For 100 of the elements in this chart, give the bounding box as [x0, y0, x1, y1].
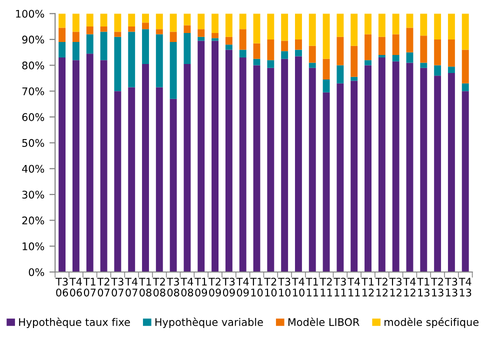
bar	[212, 14, 219, 33]
y-tick-label: 20%	[22, 216, 44, 224]
bar	[295, 39, 302, 50]
bar	[336, 36, 344, 66]
bar	[420, 36, 428, 63]
bar	[392, 14, 400, 34]
bar	[114, 36, 122, 92]
bar	[392, 34, 400, 55]
bar	[281, 51, 288, 59]
bar	[350, 46, 358, 77]
bar	[184, 25, 191, 33]
x-tick-label: T3 09	[222, 278, 235, 296]
bar	[448, 73, 455, 272]
bar	[392, 54, 400, 62]
bar	[58, 58, 66, 272]
bar	[350, 14, 358, 46]
y-tick-label: 30%	[22, 190, 44, 199]
y-tick-label: 100%	[16, 10, 44, 18]
bar	[225, 44, 232, 50]
bar	[420, 68, 428, 272]
y-tick-label: 40%	[22, 164, 44, 173]
bar	[72, 42, 80, 60]
bar	[212, 40, 219, 272]
bar	[295, 56, 302, 272]
bar	[406, 62, 414, 272]
bar	[406, 52, 414, 63]
bar	[72, 32, 80, 42]
x-tick-label: T3 12	[389, 278, 402, 296]
y-tick-label: 80%	[22, 62, 44, 70]
bar	[170, 32, 177, 42]
bar	[364, 60, 372, 66]
bar	[295, 14, 302, 40]
bar	[322, 92, 330, 272]
bar	[114, 14, 122, 32]
x-tick-label: T2 07	[97, 278, 110, 296]
bar	[434, 76, 442, 272]
x-tick-label: T2 09	[208, 278, 221, 296]
x-tick-label: T1 09	[194, 278, 208, 296]
bar	[170, 14, 177, 32]
bar	[322, 14, 330, 59]
legend-label: Modèle LIBOR	[288, 318, 360, 326]
bar	[114, 91, 122, 272]
bar	[308, 62, 316, 68]
bar	[434, 65, 442, 76]
bar	[434, 39, 442, 66]
bar	[198, 40, 205, 272]
bar	[336, 83, 344, 272]
bar	[336, 65, 344, 84]
bar	[281, 58, 288, 272]
x-tick-label: T4 09	[236, 278, 249, 296]
bar	[128, 26, 136, 32]
bar	[184, 64, 191, 272]
bar	[253, 65, 260, 272]
bar	[267, 39, 274, 60]
bar	[86, 54, 94, 272]
bar	[364, 34, 372, 60]
bar	[156, 34, 163, 88]
x-tick-label: T3 11	[334, 278, 346, 296]
bar	[170, 42, 177, 99]
bar	[267, 68, 274, 272]
x-tick-label: T2 11	[320, 278, 332, 296]
bar	[420, 62, 428, 68]
x-tick-label: T3 07	[111, 278, 124, 296]
bar	[281, 40, 288, 52]
bar	[198, 29, 205, 37]
bar	[392, 61, 400, 272]
legend-label: modèle spécifique	[384, 318, 479, 328]
bar	[128, 14, 136, 27]
y-tick-label: 70%	[22, 87, 44, 96]
y-tick-label: 0%	[28, 268, 44, 276]
bar	[350, 76, 358, 81]
bar	[406, 28, 414, 52]
bar	[114, 32, 122, 37]
bar	[212, 32, 219, 38]
bar	[142, 14, 149, 23]
bar	[308, 14, 316, 46]
bar	[336, 14, 344, 37]
bar	[350, 80, 358, 272]
bar	[58, 14, 66, 28]
bar	[420, 14, 428, 36]
bar	[128, 87, 136, 272]
bar	[156, 87, 163, 272]
bar	[253, 43, 260, 59]
bar	[434, 14, 442, 40]
bar	[253, 14, 260, 44]
y-tick-label: 50%	[22, 139, 44, 147]
bar	[364, 14, 372, 34]
bar	[378, 14, 386, 37]
bar	[142, 64, 149, 272]
y-tick-label: 10%	[22, 242, 44, 250]
x-tick-label: T4 10	[292, 278, 304, 296]
bar	[267, 60, 274, 68]
x-tick-label: T2 13	[431, 278, 444, 296]
bar	[86, 34, 94, 54]
bar	[142, 29, 149, 64]
x-tick-label: T2 12	[375, 278, 388, 296]
bar	[239, 58, 246, 272]
x-tick-label: T1 13	[417, 278, 430, 296]
bar	[58, 42, 66, 58]
bar	[308, 46, 316, 63]
